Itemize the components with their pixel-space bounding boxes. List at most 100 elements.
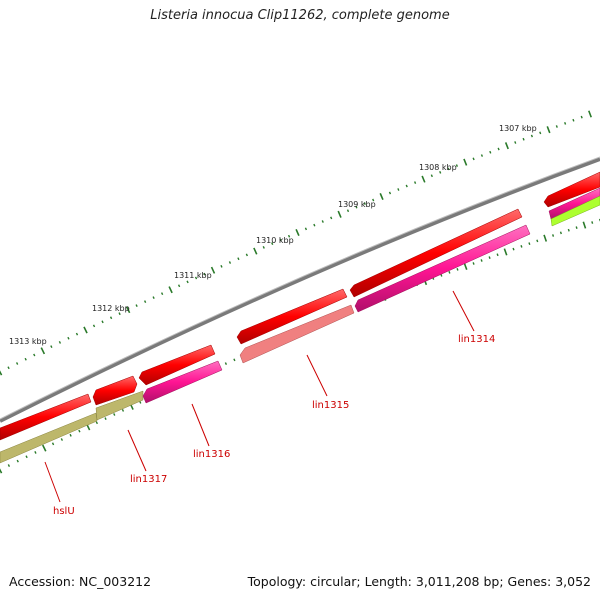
scale-tick (16, 459, 19, 463)
scale-tick (224, 362, 228, 365)
gene-label[interactable]: lin1317 (130, 474, 167, 485)
scale-tick (520, 244, 523, 248)
scale-tick (522, 137, 525, 141)
gene-label[interactable]: lin1314 (458, 334, 495, 345)
scale-tick (472, 262, 475, 265)
scale-tick (546, 126, 551, 134)
gene-feature[interactable] (0, 393, 92, 441)
scale-tick (287, 234, 291, 238)
gene-feature[interactable] (354, 224, 531, 313)
gene-feature[interactable] (95, 390, 144, 421)
gene-feature[interactable] (548, 187, 600, 220)
scale-tick (109, 316, 113, 320)
scale-label: 1311 kbp (174, 271, 212, 280)
gene-feature[interactable] (239, 304, 355, 364)
scale-tick (539, 131, 542, 135)
gene-label[interactable]: lin1316 (193, 449, 230, 460)
scale-tick (514, 141, 517, 144)
scale-tick (397, 188, 400, 191)
scale-tick (580, 115, 583, 119)
scale-tick (559, 231, 562, 235)
reverse-strand (0, 187, 600, 464)
scale-tick (321, 220, 324, 223)
scale-tick (121, 409, 125, 412)
scale-tick (552, 234, 555, 237)
scale-tick (135, 304, 138, 308)
scale-tick (504, 142, 509, 150)
scale-tick (440, 274, 443, 277)
scale-tick (15, 362, 19, 365)
map-title: Listeria innocua Clip11262, complete gen… (150, 8, 450, 23)
scale-tick (245, 253, 248, 257)
scale-tick (555, 125, 558, 128)
scale-tick (388, 191, 392, 195)
scale-label: 1307 kbp (499, 124, 537, 133)
forward-strand (0, 171, 600, 441)
scale-tick (512, 247, 515, 251)
scale-tick (7, 366, 10, 370)
gene-label[interactable]: hslU (53, 506, 75, 517)
scale-tick (588, 110, 592, 118)
scale-tick (69, 433, 72, 437)
gene-feature[interactable] (236, 288, 348, 345)
scale-tick (125, 306, 131, 314)
scale-tick (210, 266, 216, 274)
scale-tick (304, 227, 308, 231)
scale-label: 1313 kbp (9, 337, 47, 346)
scale-tick (237, 257, 240, 261)
scale-tick (101, 320, 104, 324)
gene-feature[interactable] (92, 375, 138, 406)
scale-tick (186, 280, 189, 284)
scale-tick (463, 262, 468, 270)
gene-feature[interactable] (550, 195, 600, 227)
scale-tick (24, 357, 27, 361)
scale-tick (472, 157, 475, 161)
scale-tick (262, 245, 265, 249)
scale-tick (421, 175, 426, 183)
scale-tick (7, 464, 11, 467)
scale-tick (78, 429, 81, 433)
scale-tick (203, 272, 206, 276)
scale-tick (279, 238, 282, 242)
scale-tick (330, 216, 333, 220)
gene-label[interactable]: lin1315 (312, 400, 349, 411)
scale-tick (271, 242, 274, 246)
scale-tick (33, 353, 36, 357)
scale-tick (58, 341, 62, 344)
scale-tick (0, 468, 3, 474)
scale-tick (220, 264, 223, 268)
scale-tick (463, 158, 468, 166)
scale-label: 1312 kbp (92, 304, 130, 313)
scale-tick (480, 154, 484, 157)
scale-tick (139, 400, 142, 404)
gene-feature[interactable] (543, 171, 600, 208)
scale-tick (372, 198, 375, 202)
scale-tick (413, 181, 417, 184)
scale-tick (83, 326, 88, 334)
scale-tick (253, 247, 258, 255)
scale-tick (95, 421, 98, 425)
accession-text: Accession: NC_003212 (9, 574, 152, 589)
scale-tick (405, 184, 408, 188)
scale-tick (591, 221, 594, 224)
scale-tick (448, 271, 451, 274)
scale-tick (113, 413, 116, 416)
gene-feature[interactable] (0, 412, 98, 464)
scale-tick (233, 358, 236, 362)
scale-tick (543, 234, 548, 242)
gene-feature[interactable] (142, 360, 223, 404)
scale-tick (455, 164, 459, 167)
scale-label: 1309 kbp (338, 200, 376, 209)
gene-feature[interactable] (138, 344, 216, 386)
scale-tick (25, 455, 28, 459)
scale-tick (496, 253, 499, 257)
scale-tick (480, 259, 483, 262)
scale-tick (503, 248, 508, 256)
gene-feature[interactable] (349, 208, 523, 298)
scale-tick (194, 276, 198, 280)
scale-tick (582, 221, 587, 229)
scale-tick (51, 442, 55, 446)
scale-tick (536, 239, 539, 243)
scale-tick (530, 134, 533, 138)
